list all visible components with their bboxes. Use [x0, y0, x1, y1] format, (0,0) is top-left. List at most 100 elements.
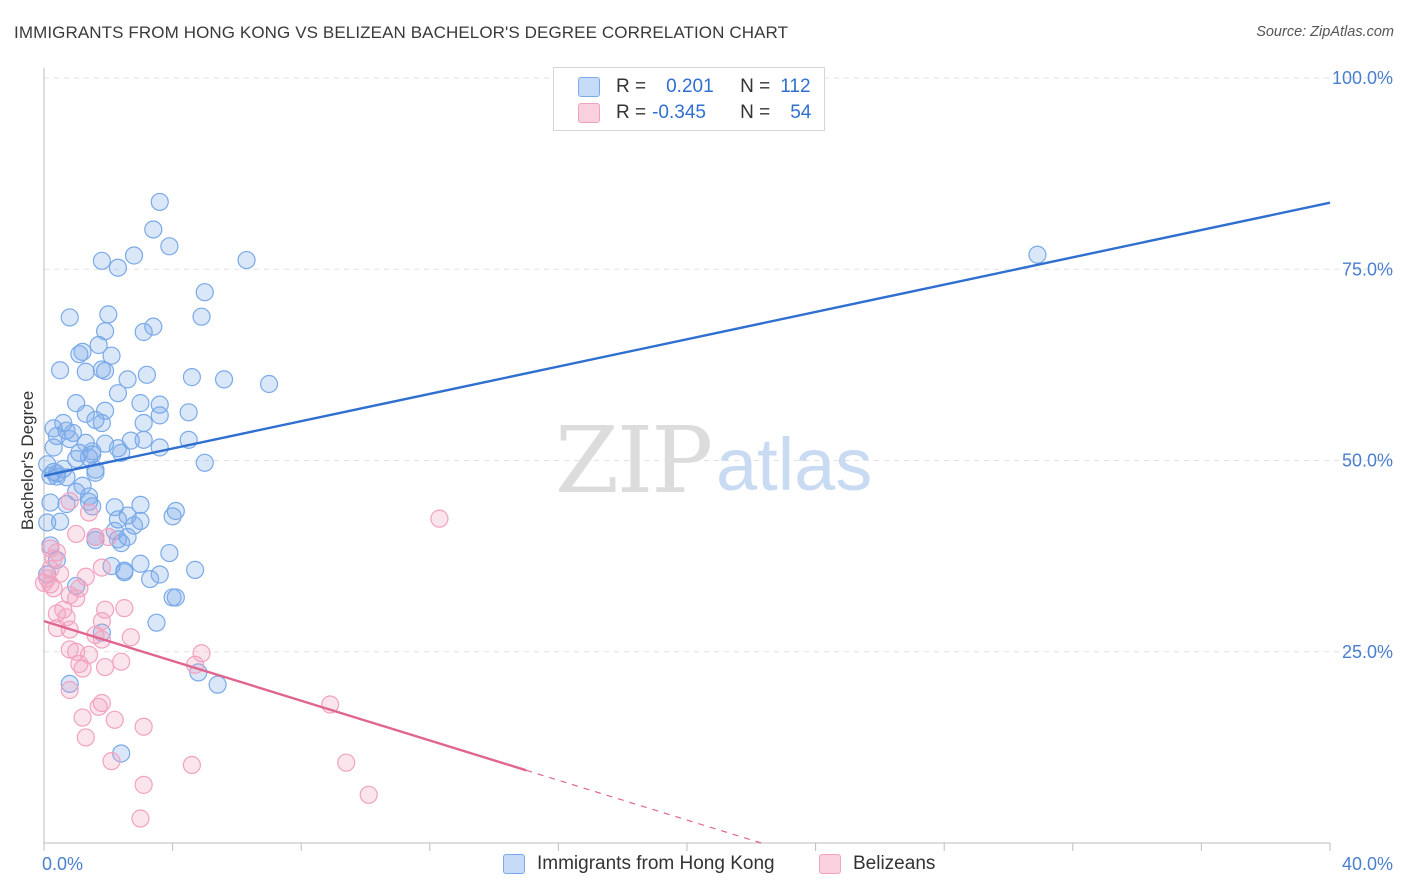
point-series1-17 — [79, 503, 99, 522]
gridlines — [44, 77, 1392, 653]
point-series1-49 — [337, 753, 356, 772]
point-series1-2 — [44, 549, 63, 568]
point-series1-8 — [92, 558, 111, 577]
point-series0-18 — [102, 346, 121, 365]
point-series1-46 — [76, 728, 95, 747]
point-series0-64 — [41, 466, 60, 485]
point-series0-0 — [150, 192, 169, 212]
point-series0-23 — [137, 365, 156, 384]
bottom-legend-swatch-hong-kong — [503, 854, 525, 874]
point-series1-28 — [121, 628, 140, 647]
point-series1-13 — [86, 527, 105, 547]
point-series0-12 — [144, 317, 163, 336]
point-series0-81 — [108, 510, 128, 529]
point-series1-47 — [102, 752, 121, 771]
point-series0-79 — [163, 507, 182, 526]
point-series0-97 — [186, 560, 205, 579]
y-tick-label-0: 100.0% — [1332, 68, 1393, 88]
point-series1-51 — [359, 785, 378, 804]
point-series1-44 — [105, 710, 124, 729]
point-series0-17 — [73, 342, 92, 361]
point-series0-10 — [99, 305, 118, 324]
point-series1-39 — [60, 680, 79, 700]
legend-swatch-hong-kong — [578, 77, 600, 97]
point-series1-11 — [70, 579, 89, 598]
bottom-legend-belizeans: Belizeans — [819, 852, 935, 876]
point-series1-52 — [131, 809, 150, 828]
point-series0-1 — [144, 220, 163, 239]
point-series0-27 — [259, 374, 279, 394]
trend-lines — [43, 201, 1331, 844]
point-series0-7 — [1028, 245, 1047, 264]
legend-r-label: R = — [616, 76, 647, 97]
legend-n-label: N = — [740, 102, 771, 123]
point-series0-50 — [44, 438, 63, 457]
legend-swatch-belizeans — [578, 103, 600, 123]
bottom-legend-label-hong-kong: Immigrants from Hong Kong — [537, 853, 775, 874]
point-series0-5 — [237, 250, 256, 270]
point-series1-38 — [73, 659, 92, 678]
point-series0-22 — [92, 360, 111, 379]
bottom-legend-swatch-belizeans — [819, 854, 841, 874]
point-series0-25 — [214, 370, 234, 389]
bottom-legend-hong-kong: Immigrants from Hong Kong — [503, 852, 775, 876]
point-series1-6 — [34, 573, 54, 593]
point-series1-43 — [73, 708, 92, 727]
point-series0-6 — [108, 258, 128, 277]
correlation-legend: R = 0.201 N = 112 R = -0.345 N = 54 — [553, 67, 825, 131]
point-series0-29 — [131, 394, 150, 413]
x-tick-label-min: 0.0% — [42, 854, 83, 874]
chart-title: IMMIGRANTS FROM HONG KONG VS BELIZEAN BA… — [14, 23, 789, 42]
legend-r-value-belizeans: -0.345 — [652, 102, 706, 123]
point-series1-22 — [115, 599, 134, 618]
point-series0-105 — [147, 613, 166, 632]
watermark-zip: ZIP — [555, 407, 711, 514]
point-series0-26 — [118, 370, 137, 389]
legend-row-belizeans: R = -0.345 N = 54 — [578, 101, 811, 125]
point-series0-59 — [195, 453, 214, 472]
legend-n-value-belizeans: 54 — [790, 102, 812, 123]
point-series0-84 — [50, 512, 70, 531]
point-series1-37 — [95, 657, 115, 677]
point-series0-108 — [208, 675, 227, 694]
point-series0-16 — [70, 345, 89, 364]
axes: Bachelor's Degree — [18, 68, 1331, 851]
point-series0-33 — [179, 403, 198, 422]
point-series0-15 — [89, 335, 108, 355]
point-series0-100 — [150, 565, 169, 584]
legend-row-hong-kong: R = 0.201 N = 112 — [578, 75, 811, 99]
point-series1-14 — [67, 524, 86, 544]
point-series0-19 — [50, 361, 70, 380]
y-axis-label: Bachelor's Degree — [18, 391, 37, 530]
point-series0-2 — [160, 237, 179, 256]
x-tick-label-max: 40.0% — [1342, 854, 1393, 874]
point-series0-34 — [150, 406, 169, 425]
point-series0-96 — [131, 554, 150, 573]
point-series0-40 — [134, 413, 153, 433]
point-series1-35 — [192, 644, 211, 663]
point-series0-3 — [124, 246, 144, 265]
point-series1-33 — [112, 652, 131, 671]
point-series0-99 — [115, 563, 134, 582]
point-series1-53 — [44, 579, 63, 598]
point-series0-85 — [38, 513, 57, 532]
bottom-legend-label-belizeans: Belizeans — [853, 853, 936, 874]
point-series0-83 — [124, 516, 144, 535]
point-series0-111 — [166, 588, 185, 607]
legend-r-label: R = — [616, 102, 647, 123]
point-series0-109 — [112, 744, 131, 763]
point-series0-71 — [79, 487, 99, 506]
point-series0-24 — [182, 368, 201, 387]
point-series1-48 — [182, 755, 201, 775]
point-series1-16 — [60, 491, 79, 511]
data-points — [34, 192, 1047, 828]
y-tick-label-3: 25.0% — [1342, 642, 1393, 662]
point-series0-110 — [60, 674, 79, 693]
point-series1-18 — [430, 509, 449, 528]
point-series0-75 — [57, 495, 76, 514]
legend-n-value-hong-kong: 112 — [780, 76, 811, 97]
point-series0-82 — [131, 511, 150, 531]
point-series0-28 — [108, 384, 128, 403]
point-series0-78 — [166, 501, 185, 521]
